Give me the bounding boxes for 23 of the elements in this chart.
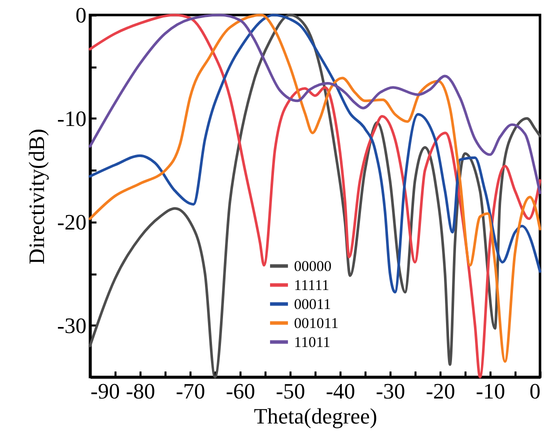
legend-label: 11011 xyxy=(294,335,330,351)
y-tick-label: -30 xyxy=(57,312,86,338)
x-tick-label: -80 xyxy=(126,378,156,404)
line-series xyxy=(88,14,542,194)
legend-label: 001011 xyxy=(294,316,338,332)
x-tick-label: -40 xyxy=(326,378,356,404)
y-tick-label: 0 xyxy=(76,2,86,28)
x-tick-label: -30 xyxy=(376,378,406,404)
legend-label: 11111 xyxy=(294,278,330,294)
legend-label: 00000 xyxy=(294,259,332,275)
x-tick-label: 0 xyxy=(530,378,540,404)
y-tick-label: -10 xyxy=(57,106,86,131)
y-tick-label: -20 xyxy=(57,209,86,234)
x-tick-label: -90 xyxy=(90,378,120,404)
x-tick-label: -10 xyxy=(476,378,506,404)
legend-label: 00011 xyxy=(294,297,331,313)
x-tick-label: -70 xyxy=(176,378,206,404)
line-series xyxy=(88,14,542,294)
y-axis-title: Directivity(dB) xyxy=(24,128,50,264)
x-axis-title: Theta(degree) xyxy=(254,404,378,428)
x-tick-label: -20 xyxy=(426,378,456,404)
x-tick-label: -50 xyxy=(276,378,306,404)
x-tick-label: -60 xyxy=(226,378,256,404)
